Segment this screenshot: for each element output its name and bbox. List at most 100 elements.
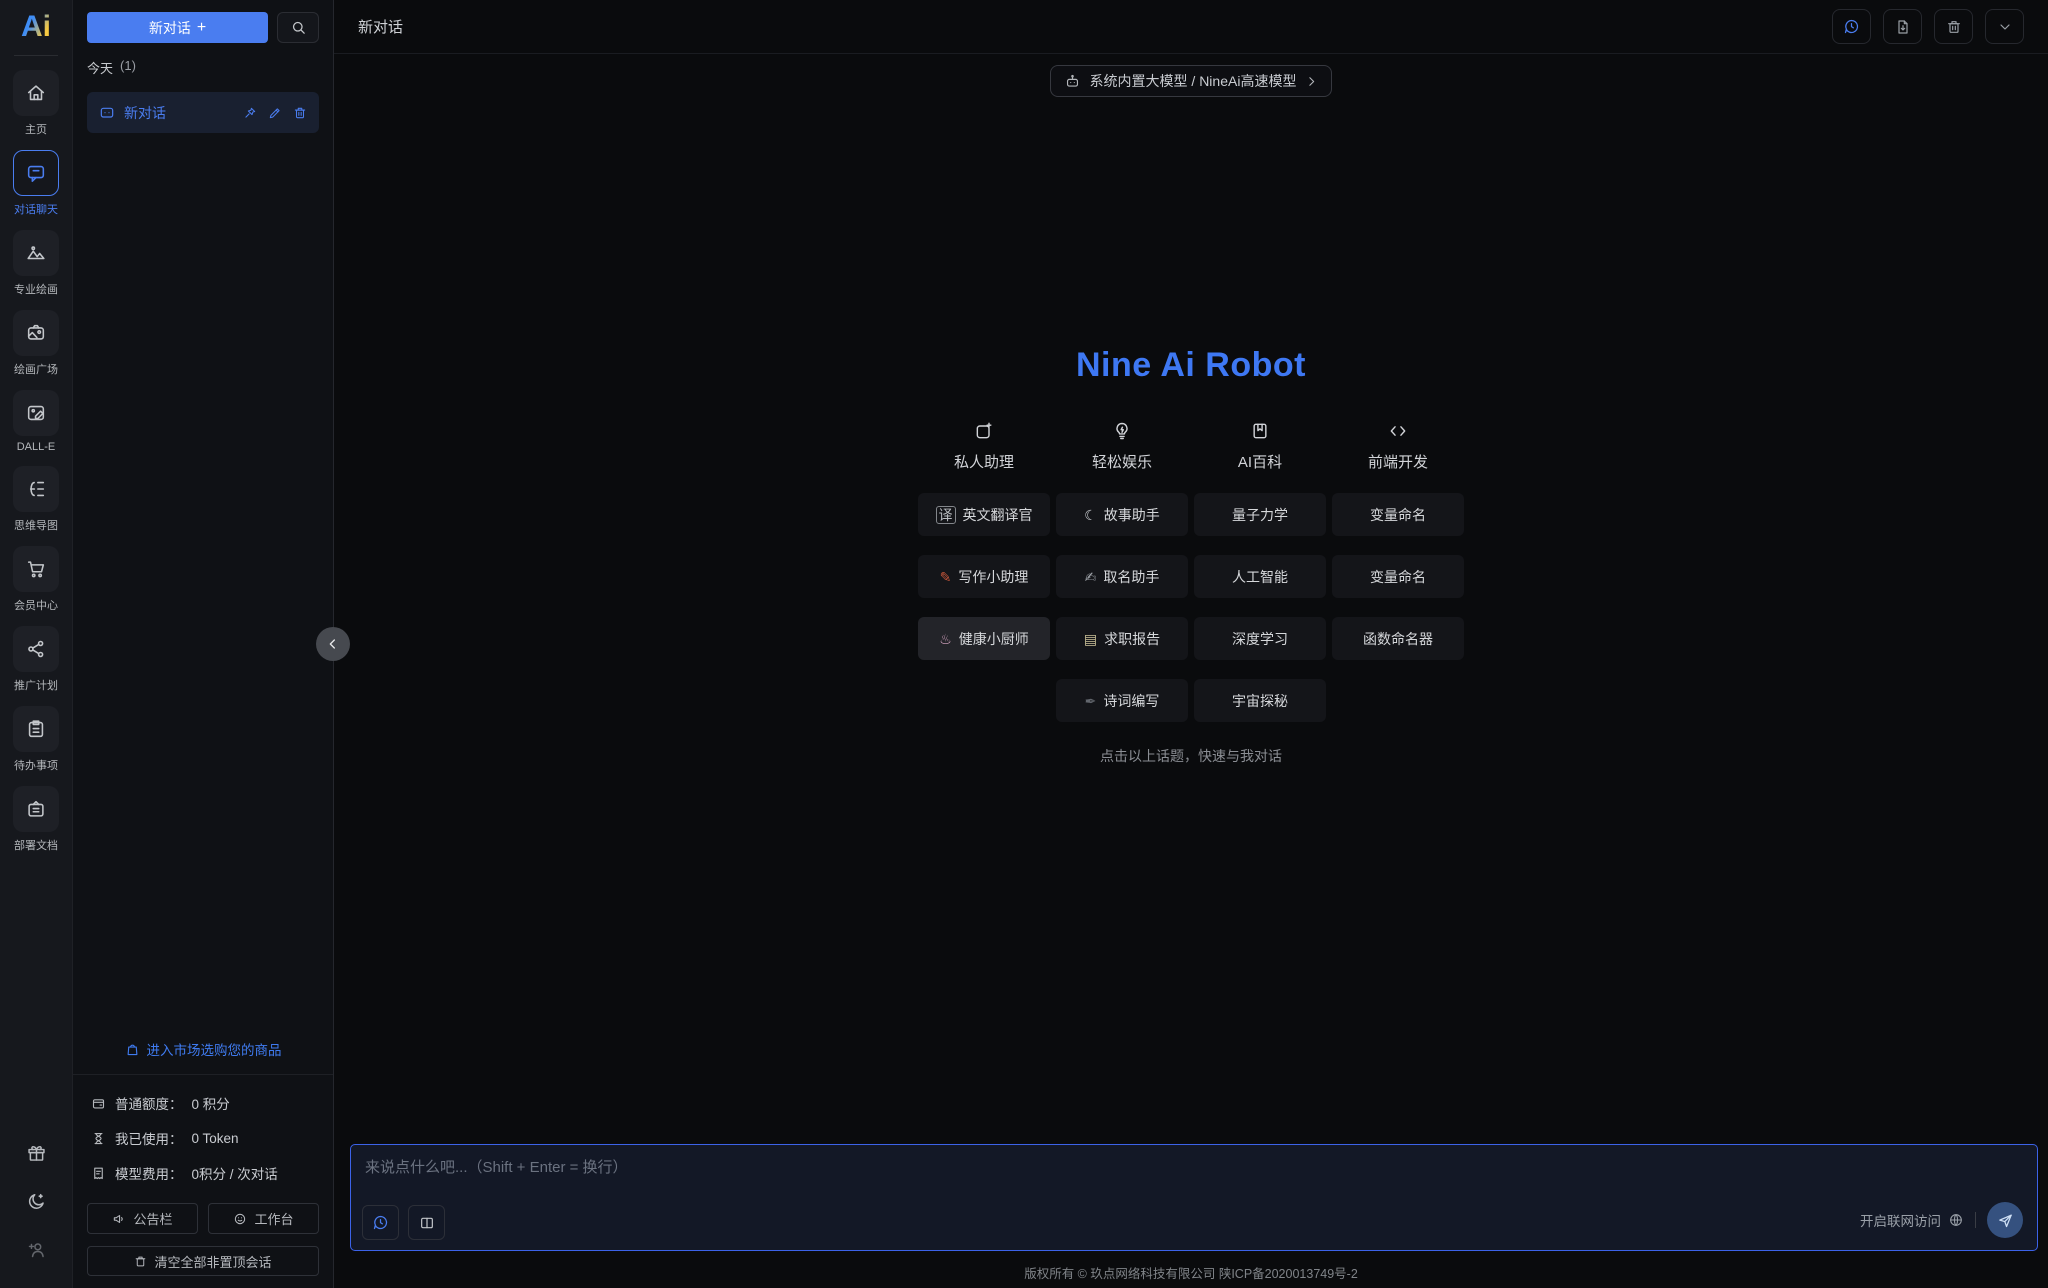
topic-deep-learning[interactable]: 深度学习 [1194,617,1326,660]
hand-glyph-icon: ✍ [1084,568,1097,585]
globe-icon [1948,1212,1964,1228]
chevron-down-icon [1997,19,2013,35]
message-input[interactable] [351,1145,2037,1203]
topic-job-report[interactable]: ▤ 求职报告 [1056,617,1188,660]
chat-icon [25,162,47,184]
moon-icon[interactable] [26,1191,47,1212]
chat-history-icon [1843,18,1860,35]
invite-user-icon[interactable] [26,1239,47,1260]
receipt-icon [91,1166,106,1181]
image-edit-icon [25,402,47,424]
topic-grid: 译英文翻译官 ☾ 故事助手 量子力学 变量命名 ✎ 写作小助理 ✍ 取名助手 人工智能… [918,493,1464,722]
chevron-left-icon [325,636,341,652]
clipboard-icon [25,718,47,740]
clear-conversations-button[interactable]: 清空全部非置顶会话 [87,1246,319,1276]
sidebar-item-todo[interactable]: 待办事项 [13,706,59,773]
welcome-panel: Nine Ai Robot 私人助理 轻松娱乐 [334,97,2048,1288]
topic-artificial-intelligence[interactable]: 人工智能 [1194,555,1326,598]
nib-glyph-icon: ✒ [1084,692,1097,709]
edit-icon[interactable] [268,106,282,120]
announcement-button[interactable]: 公告栏 [87,1203,198,1234]
main-header: 新对话 [334,0,2048,54]
collapse-header-button[interactable] [1985,9,2024,44]
document-icon [25,798,47,820]
topic-naming-helper[interactable]: ✍ 取名助手 [1056,555,1188,598]
main-area: 新对话 [333,0,2048,1288]
topic-story-helper[interactable]: ☾ 故事助手 [1056,493,1188,536]
message-composer: 开启联网访问 [350,1144,2038,1251]
stat-quota: 普通额度： 0 积分 [91,1093,315,1113]
composer-divider [1975,1212,1976,1228]
sidebar-item-membership[interactable]: 会员中心 [13,546,59,613]
history-button[interactable] [1832,9,1871,44]
workbench-button[interactable]: 工作台 [208,1203,319,1234]
sidebar-item-docs[interactable]: 部署文档 [13,786,59,853]
market-link[interactable]: 进入市场选购您的商品 [87,1026,319,1074]
stat-model-cost: 模型费用： 0积分 / 次对话 [91,1163,315,1183]
trash-icon [1946,19,1962,35]
book-icon [1250,421,1270,441]
hourglass-icon [91,1131,106,1146]
chef-glyph-icon: ♨ [939,630,952,647]
wallet-icon [91,1096,106,1111]
page-title: 新对话 [358,19,404,36]
sidebar-item-mindmap[interactable]: 思维导图 [13,466,59,533]
model-selector-label: 系统内置大模型 / NineAi高速模型 [1089,73,1297,89]
gift-icon[interactable] [26,1143,47,1164]
category-assistant: 私人助理 [918,421,1050,472]
mindmap-icon [25,478,47,500]
topic-quantum-mechanics[interactable]: 量子力学 [1194,493,1326,536]
file-download-icon [1895,19,1911,35]
topic-poetry-writing[interactable]: ✒ 诗词编写 [1056,679,1188,722]
sidebar-item-chat[interactable]: 对话聊天 [13,150,59,217]
share-icon [25,638,47,660]
paper-plane-icon [1997,1212,2014,1229]
conversation-item[interactable]: 新对话 [87,92,319,133]
export-button[interactable] [1883,9,1922,44]
icon-rail: Ai 主页 对话聊天 专业绘画 绘画广场 [0,0,73,1288]
pin-icon[interactable] [243,106,257,120]
model-selector[interactable]: 系统内置大模型 / NineAi高速模型 [1049,65,1333,97]
topic-variable-naming-1[interactable]: 变量命名 [1332,493,1464,536]
quota-stats: 普通额度： 0 积分 我已使用： 0 Token 模型费用： 0积分 / 次对话 [87,1075,319,1187]
brand-title: Nine Ai Robot [1076,346,1306,384]
conversation-title: 新对话 [124,104,166,121]
search-button[interactable] [277,12,319,43]
stat-usage: 我已使用： 0 Token [91,1128,315,1148]
category-row: 私人助理 轻松娱乐 AI百科 [918,421,1464,472]
chat-bubble-icon [99,105,115,121]
scroll-glyph-icon: ▤ [1083,630,1098,647]
delete-chat-button[interactable] [1934,9,1973,44]
topic-function-namer[interactable]: 函数命名器 [1332,617,1464,660]
sidebar-divider [73,1074,333,1075]
topic-cosmos-exploration[interactable]: 宇宙探秘 [1194,679,1326,722]
category-encyclopedia: AI百科 [1194,421,1326,472]
copyright-footer: 版权所有 © 玖点网络科技有限公司 陕ICP备2020013749号-2 [1024,1267,1358,1281]
reading-mode-button[interactable] [408,1205,445,1240]
sidebar-item-gallery[interactable]: 绘画广场 [13,310,59,377]
sidebar-item-pro-drawing[interactable]: 专业绘画 [13,230,59,297]
home-icon [25,82,47,104]
topic-variable-naming-2[interactable]: 变量命名 [1332,555,1464,598]
chat-clock-icon [372,1214,389,1231]
sidebar-collapse-button[interactable] [316,627,350,661]
book-open-icon [419,1215,435,1231]
send-button[interactable] [1987,1202,2023,1238]
context-history-button[interactable] [362,1205,399,1240]
lightbulb-icon [1112,421,1132,441]
topics-caption: 点击以上话题，快速与我对话 [1100,748,1282,764]
topic-healthy-chef[interactable]: ♨ 健康小厨师 [918,617,1050,660]
delete-icon[interactable] [293,106,307,120]
rail-bottom-icons [26,1143,47,1288]
sidebar-item-home[interactable]: 主页 [13,70,59,137]
topic-writing-assistant[interactable]: ✎ 写作小助理 [918,555,1050,598]
robot-icon [1064,73,1081,90]
conversation-group-header: 今天 (1) [87,58,136,76]
sidebar-item-dalle[interactable]: DALL-E [13,390,59,453]
topic-english-translator[interactable]: 译英文翻译官 [918,493,1050,536]
sidebar-item-referral[interactable]: 推广计划 [13,626,59,693]
web-access-toggle[interactable]: 开启联网访问 [1860,1210,1964,1230]
new-chat-button[interactable]: 新对话 + [87,12,268,43]
copy-plus-icon [974,421,994,441]
